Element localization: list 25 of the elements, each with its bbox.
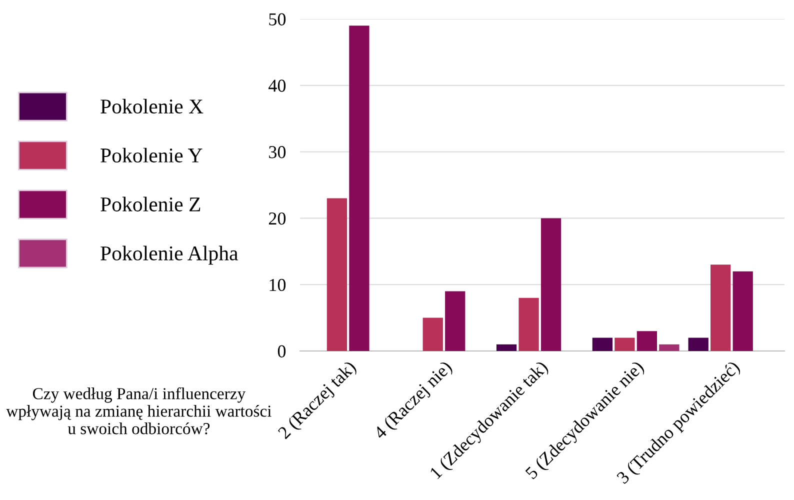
bar [540,218,562,351]
y-tick-label: 20 [268,212,286,225]
bar [422,318,443,351]
bar [349,26,370,351]
y-tick-label: 10 [270,278,286,292]
y-tick-label: 50 [269,13,286,26]
y-tick-label: 0 [278,345,286,358]
legend-label: Pokolenie Y [100,148,202,162]
bar [636,331,658,351]
bar [518,298,539,351]
legend-label: Pokolenie Alpha [100,246,238,265]
bar [592,338,613,351]
bar [732,271,753,351]
bar [445,291,466,351]
bar [614,338,635,351]
legend-label: Pokolenie X [100,98,204,114]
bar [659,344,680,351]
bar [326,198,348,351]
bar [496,344,517,351]
text: Czy według Pana/i influencerzy wpływają na zmianę hierarchii wartości u swoich odbiorców? [6,387,272,434]
y-tick-label: 40 [268,80,286,92]
legend-label: Pokolenie Z [100,196,200,212]
bar [710,264,731,351]
y-tick-label: 30 [269,146,286,158]
bar [688,338,708,351]
